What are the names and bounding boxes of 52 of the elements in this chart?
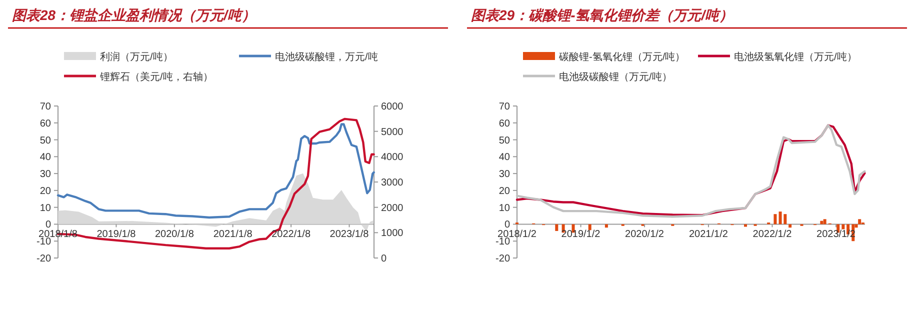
y-tick-label: 0 bbox=[504, 220, 510, 231]
x-tick-label: 2022/1/8 bbox=[272, 229, 311, 240]
bar bbox=[604, 224, 608, 228]
y-tick-label: 70 bbox=[40, 102, 52, 112]
y-tick-label: 50 bbox=[40, 135, 52, 146]
chart-title: 图表28：锂盐企业盈利情况（万元/吨） bbox=[12, 7, 256, 23]
y-tick-label: 40 bbox=[498, 152, 510, 164]
x-tick-label: 2023/1/8 bbox=[330, 229, 370, 240]
y2-tick-label: 2000 bbox=[381, 202, 404, 214]
bar bbox=[858, 219, 862, 224]
legend-label: 电池级碳酸锂，万元/吨 bbox=[275, 51, 378, 63]
bar bbox=[774, 214, 777, 224]
y-tick-label: 20 bbox=[40, 186, 52, 197]
legend-label: 碳酸锂-氢氧化锂（万元/吨） bbox=[558, 51, 686, 63]
chart-title: 图表29：碳酸锂-氢氧化锂价差（万元/吨） bbox=[471, 7, 734, 23]
y-tick-label: 70 bbox=[498, 102, 510, 112]
line-series bbox=[56, 123, 375, 219]
y-tick-label: 50 bbox=[498, 135, 510, 146]
bar bbox=[555, 224, 558, 231]
y2-tick-label: 1000 bbox=[381, 228, 404, 240]
x-tick-label: 2019/1/8 bbox=[96, 229, 136, 240]
bar bbox=[744, 224, 748, 227]
legend-label: 电池级碳酸锂（万元/吨） bbox=[559, 71, 672, 83]
y-tick-label: 0 bbox=[45, 220, 52, 231]
x-tick-label: 2020/1/2 bbox=[625, 229, 664, 240]
x-tick-label: 2020/1/8 bbox=[154, 229, 194, 240]
y-tick-label: 10 bbox=[498, 202, 510, 214]
x-tick-label: 2021/1/2 bbox=[689, 229, 728, 240]
y2-tick-label: 4000 bbox=[381, 152, 404, 164]
y2-tick-label: 6000 bbox=[381, 102, 404, 112]
y2-tick-label: 5000 bbox=[381, 126, 404, 138]
x-tick-label: 2019/1/2 bbox=[561, 229, 601, 240]
x-tick-label: 2022/1/2 bbox=[752, 229, 792, 240]
y-tick-label: 30 bbox=[498, 169, 510, 180]
legend-label: 利润（万元/吨） bbox=[100, 51, 173, 63]
bar bbox=[823, 219, 826, 224]
legend-label: 锂辉石（美元/吨，右轴） bbox=[99, 71, 213, 83]
y-tick-label: 20 bbox=[498, 186, 510, 197]
legend-label: 电池级氢氧化锂（万元/吨） bbox=[734, 51, 857, 63]
y-tick-label: 40 bbox=[40, 152, 52, 164]
x-tick-label: 2021/1/8 bbox=[213, 229, 253, 240]
y-tick-label: 10 bbox=[40, 202, 52, 214]
bar bbox=[842, 224, 845, 230]
y-tick-label: 60 bbox=[40, 118, 52, 130]
y2-tick-label: 0 bbox=[381, 254, 387, 264]
y2-tick-label: 3000 bbox=[381, 178, 404, 188]
bar bbox=[588, 224, 592, 230]
y-tick-label: 60 bbox=[498, 118, 510, 130]
y-tick-label: 30 bbox=[40, 169, 52, 180]
y-tick-label: -20 bbox=[496, 254, 510, 264]
bar bbox=[788, 224, 792, 228]
y-tick-label: -20 bbox=[36, 254, 52, 264]
